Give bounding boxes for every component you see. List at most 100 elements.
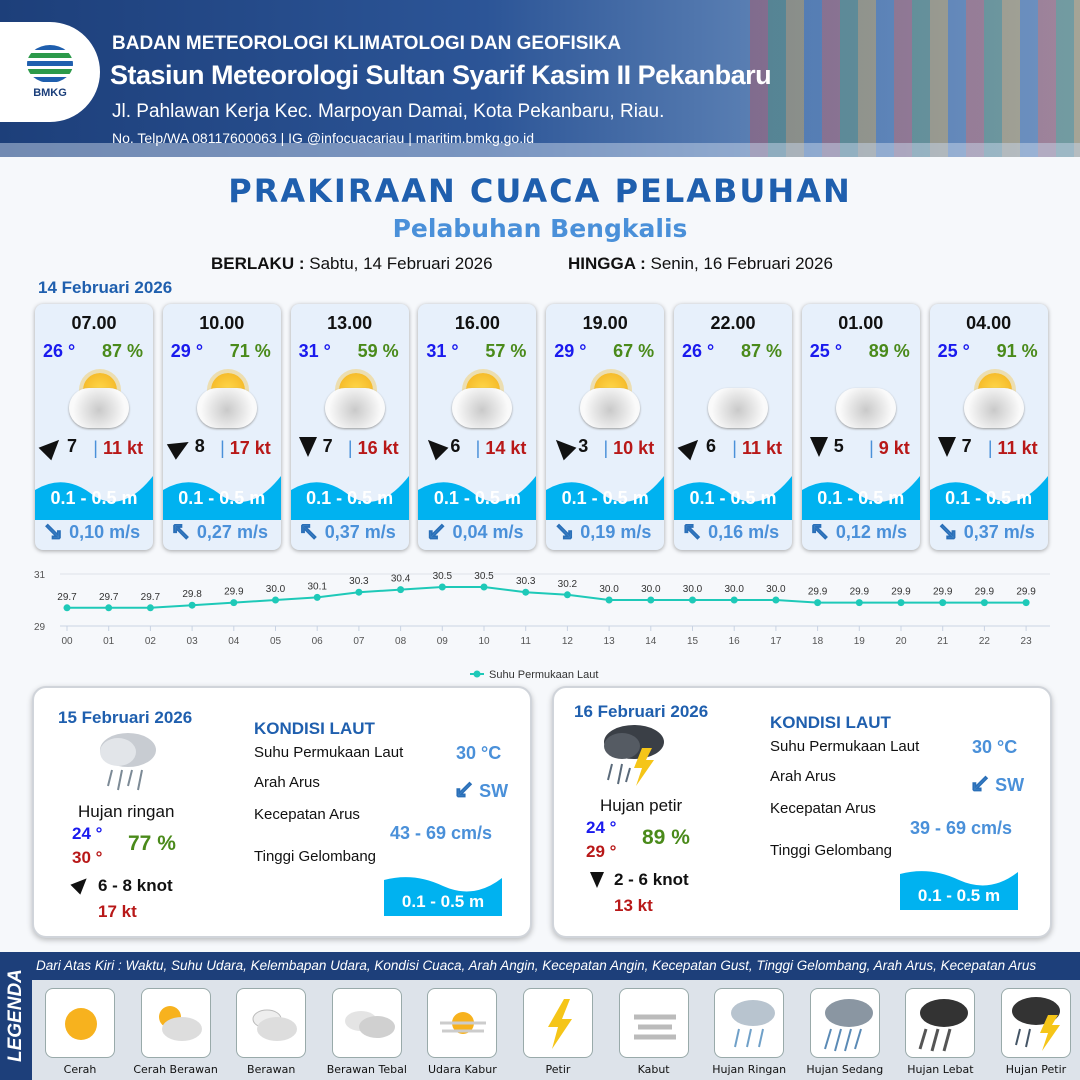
data-label: 29.7 — [57, 592, 77, 603]
panel-tmin: 24 ° — [586, 818, 617, 837]
data-label: 29.9 — [1016, 587, 1036, 598]
current-dir: ↙ SW — [453, 777, 508, 802]
wind: 3 — [549, 433, 588, 460]
data-point[interactable] — [980, 599, 988, 607]
legend-icon-box — [236, 988, 307, 1058]
data-point[interactable] — [146, 604, 154, 612]
data-point[interactable] — [313, 593, 321, 601]
data-point[interactable] — [230, 599, 238, 607]
data-point[interactable] — [105, 604, 113, 612]
legend-icon-box — [618, 988, 689, 1058]
cloud-icon — [580, 388, 641, 428]
data-point[interactable] — [772, 596, 780, 604]
panel-tmax: 29 ° — [586, 842, 617, 861]
gust-value: 11 kt — [102, 438, 143, 458]
wind: 8 — [166, 433, 205, 460]
legend-description: Dari Atas Kiri : Waktu, Suhu Udara, Kele… — [32, 952, 1080, 980]
data-point[interactable] — [63, 604, 71, 612]
x-tick-label: 05 — [270, 636, 282, 647]
forecast-time: 13.00 — [327, 313, 373, 333]
sst-chart: 31 29 29.7 00 29.7 01 29.7 02 29.8 03 29.9 04 30.0 05… — [34, 570, 1050, 681]
thunderstorm-icon — [604, 725, 664, 786]
data-point[interactable] — [480, 583, 488, 591]
current-speed: 0,37 m/s — [324, 521, 396, 542]
legend-label[interactable]: Suhu Permukaan Laut — [489, 669, 598, 681]
data-point[interactable] — [730, 596, 738, 604]
legend-icon-box — [905, 988, 976, 1058]
data-point[interactable] — [563, 591, 571, 599]
data-label: 30.0 — [766, 584, 786, 595]
legend-item-label: Udara Kabur — [428, 1063, 497, 1076]
data-label: 30.0 — [266, 584, 286, 595]
wind-speed: 7 — [322, 436, 333, 456]
data-point[interactable] — [355, 588, 363, 596]
data-label: 29.8 — [182, 589, 202, 600]
current-speed-value: 43 - 69 cm/s — [390, 823, 493, 843]
data-point[interactable] — [689, 596, 696, 604]
x-tick-label: 15 — [687, 636, 699, 647]
wind-direction-icon — [549, 433, 577, 460]
data-point[interactable] — [814, 599, 822, 607]
day-panel-15: 15 Februari 2026 Hujan ringan 24 ° 30 ° … — [32, 686, 532, 938]
fog-icon — [633, 1014, 676, 1040]
legend-item-label: Kabut — [637, 1063, 670, 1076]
data-point[interactable] — [605, 596, 613, 604]
data-point[interactable] — [897, 599, 905, 607]
wind-speed: 5 — [833, 436, 844, 456]
current-direction-icon: ↙ — [426, 518, 447, 545]
forecast-humidity: 67 % — [613, 341, 655, 361]
data-point[interactable] — [188, 601, 196, 609]
wind-speed: 6 — [450, 436, 461, 456]
data-point[interactable] — [272, 596, 279, 604]
data-point[interactable] — [438, 583, 446, 591]
current-speed-label: Kecepatan Arus — [770, 800, 876, 817]
gust: | 11 kt — [732, 438, 782, 459]
current-speed: 0,04 m/s — [452, 521, 524, 542]
separator: | — [603, 438, 609, 458]
weather-condition-icon — [958, 370, 1028, 430]
data-point[interactable] — [855, 599, 863, 607]
data-point[interactable] — [939, 599, 947, 607]
x-tick-label: 17 — [770, 636, 782, 647]
data-point[interactable] — [397, 586, 405, 594]
x-tick-label: 18 — [812, 636, 824, 647]
contact: No. Telp/WA 08117600063 | IG @infocuacar… — [112, 130, 534, 146]
wave-height: 0.1 - 0.5 m — [306, 488, 394, 508]
x-tick-label: 09 — [437, 636, 449, 647]
panel-humidity: 89 % — [642, 826, 690, 849]
lightning-icon — [548, 999, 572, 1049]
panel-wind: 6 - 8 knot — [98, 876, 173, 895]
port-illustration — [750, 0, 1080, 157]
legend-marker — [473, 670, 481, 678]
wind-direction-icon — [677, 433, 705, 460]
gust: | 14 kt — [476, 438, 527, 459]
forecast-card: 07.00 26 ° 87 % 7 | 11 kt 0.1 - 0.5 m ↘ 0,… — [35, 304, 153, 550]
forecast-temp: 29 ° — [554, 341, 587, 361]
wind-direction-icon — [298, 436, 317, 457]
current-direction-icon: ↖ — [170, 518, 191, 545]
wind-direction-icon — [70, 873, 92, 895]
current-speed: 0,12 m/s — [835, 521, 907, 542]
gust: | 9 kt — [869, 438, 910, 459]
data-point[interactable] — [1022, 599, 1030, 607]
weather-condition-icon — [574, 370, 644, 430]
gust-value: 16 kt — [357, 438, 399, 458]
current-speed: 0,37 m/s — [963, 521, 1035, 542]
data-label: 30.5 — [433, 571, 453, 582]
wave-icon — [801, 476, 920, 520]
legend-item-label: Hujan Sedang — [806, 1063, 884, 1076]
legend-item-label: Berawan Tebal — [326, 1063, 407, 1076]
x-tick-label: 01 — [103, 636, 115, 647]
panel-wind: 2 - 6 knot — [614, 870, 689, 889]
gust: | 11 kt — [93, 438, 143, 459]
data-label: 30.3 — [516, 576, 536, 587]
weather-condition-icon — [319, 370, 389, 430]
wind-direction-icon — [937, 436, 956, 457]
data-point[interactable] — [522, 588, 530, 596]
data-point[interactable] — [647, 596, 655, 604]
wave-icon — [290, 476, 409, 520]
separator: | — [475, 438, 481, 458]
forecast-temp: 29 ° — [170, 341, 204, 361]
separator: | — [869, 438, 874, 458]
current: ↘ 0,37 m/s — [937, 519, 1035, 544]
